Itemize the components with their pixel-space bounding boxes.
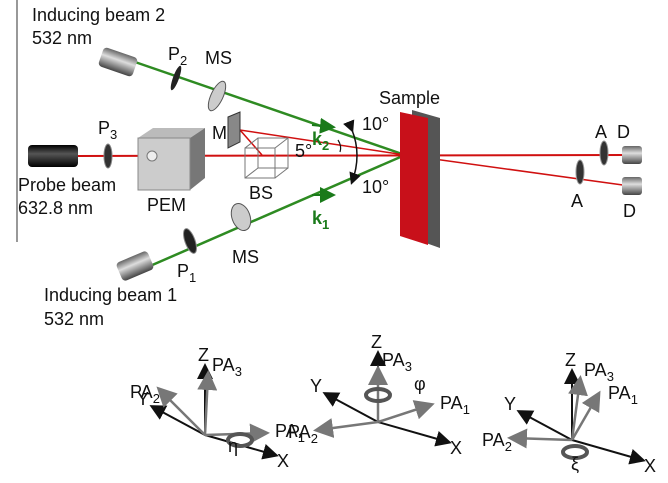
- mirror: [228, 112, 240, 148]
- axis-label: X: [644, 456, 656, 476]
- pa-axis: [512, 438, 572, 440]
- axis-label: Y: [504, 394, 516, 414]
- label: P2: [168, 44, 187, 68]
- pa-label: PA: [212, 355, 235, 375]
- analyzer: [576, 160, 584, 184]
- sample: [400, 112, 428, 245]
- pa-label: PA1: [608, 383, 638, 407]
- pa-label: PA2: [482, 430, 512, 454]
- modulator: [205, 79, 229, 113]
- pa-label: PA: [130, 382, 153, 402]
- label: Sample: [379, 88, 440, 108]
- pa-label: PA: [288, 422, 311, 442]
- label: 1: [322, 217, 329, 232]
- label: k2: [312, 129, 329, 153]
- label: P1: [177, 261, 196, 285]
- axis-label: Z: [198, 345, 209, 365]
- label: 532 nm: [32, 28, 92, 48]
- laser-1: [115, 250, 154, 282]
- label: 1: [189, 270, 196, 285]
- analyzer: [600, 141, 608, 165]
- pa-axis: [318, 422, 378, 430]
- label: Inducing beam 2: [32, 5, 165, 25]
- pa-label: 3: [405, 359, 412, 374]
- label: PEM: [147, 195, 186, 215]
- pa-label: 2: [311, 431, 318, 446]
- pa-label: PA: [440, 393, 463, 413]
- label: 5°: [295, 141, 312, 161]
- optical-setup: Inducing beam 2 532 nm P2 MS k2 Sample 1…: [17, 0, 642, 329]
- polarizer: [104, 144, 112, 168]
- label: MS: [232, 247, 259, 267]
- pa-label: 3: [607, 369, 614, 384]
- axis: [378, 422, 448, 442]
- pem-side: [190, 128, 205, 190]
- axis-label: X: [277, 451, 289, 471]
- label: A: [595, 122, 607, 142]
- pa-label: 2: [153, 391, 160, 406]
- label: P: [177, 261, 189, 281]
- pa-axis: [160, 390, 205, 435]
- label: 532 nm: [44, 309, 104, 329]
- label: 2: [180, 53, 187, 68]
- pa-label: PA: [482, 430, 505, 450]
- axis-label: Z: [565, 350, 576, 370]
- angle-arc: [338, 140, 341, 152]
- label: A: [571, 191, 583, 211]
- pa-label: 1: [631, 392, 638, 407]
- pa-label: PA3: [584, 360, 614, 384]
- modulator: [228, 201, 254, 233]
- label: D: [623, 201, 636, 221]
- diagram: Inducing beam 2 532 nm P2 MS k2 Sample 1…: [0, 0, 668, 483]
- detector: [622, 146, 642, 164]
- pa-axis: [378, 405, 430, 422]
- pa-label: PA3: [382, 350, 412, 374]
- label: P: [168, 44, 180, 64]
- axis: [153, 407, 205, 435]
- k-arrow: [312, 125, 332, 127]
- rotation-label: φ: [414, 374, 426, 394]
- label: 3: [110, 127, 117, 142]
- pem-aperture: [147, 151, 157, 161]
- pa-label: PA: [584, 360, 607, 380]
- label: Probe beam: [18, 175, 116, 195]
- detector: [622, 177, 642, 195]
- axis-label: X: [450, 438, 462, 458]
- pem: [138, 138, 190, 190]
- pa-label: PA: [382, 350, 405, 370]
- axis-label: Z: [371, 332, 382, 352]
- label: MS: [205, 48, 232, 68]
- label: 2: [322, 138, 329, 153]
- label: D: [617, 122, 630, 142]
- pa-label: PA3: [212, 355, 242, 379]
- label: M: [212, 123, 227, 143]
- pa-label: 1: [463, 402, 470, 417]
- label: BS: [249, 183, 273, 203]
- label: P: [98, 118, 110, 138]
- label: 10°: [362, 114, 389, 134]
- axis: [520, 412, 572, 440]
- label: 632.8 nm: [18, 198, 93, 218]
- rotation-label: η: [228, 436, 238, 456]
- pa-label: PA: [608, 383, 631, 403]
- label: P3: [98, 118, 117, 142]
- pa-label: 3: [235, 364, 242, 379]
- laser-2: [98, 47, 139, 78]
- label: 10°: [362, 177, 389, 197]
- rotation-label: ξ: [571, 454, 579, 474]
- pa-label: 2: [505, 439, 512, 454]
- axis-label: Y: [310, 376, 322, 396]
- label: k1: [312, 208, 329, 232]
- label: Inducing beam 1: [44, 285, 177, 305]
- pa-label: PA1: [440, 393, 470, 417]
- probe-laser: [28, 145, 78, 167]
